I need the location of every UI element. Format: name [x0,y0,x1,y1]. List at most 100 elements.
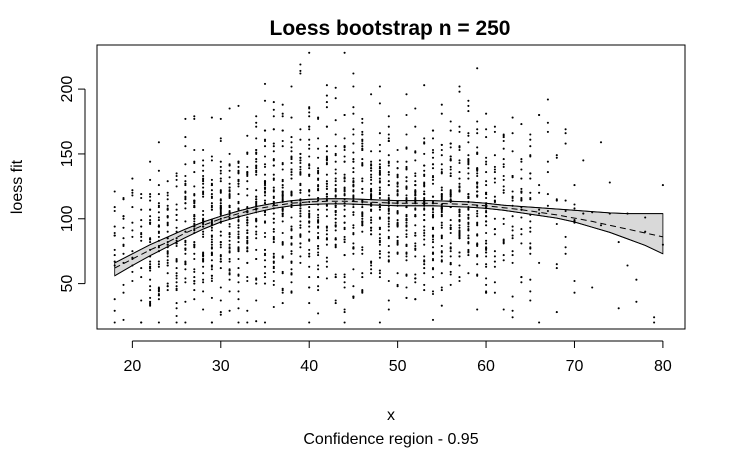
scatter-point [272,238,275,241]
scatter-point [122,198,125,201]
scatter-point [485,180,488,183]
scatter-point [272,228,275,231]
scatter-point [414,200,417,203]
scatter-point [175,237,178,240]
scatter-point [352,189,355,192]
scatter-point [317,167,320,170]
scatter-point [485,224,488,227]
scatter-point [281,243,284,246]
scatter-point [219,191,222,194]
scatter-point [538,208,541,211]
scatter-point [246,194,249,197]
scatter-point [299,261,302,264]
scatter-point [237,235,240,238]
scatter-point [414,193,417,196]
scatter-point [219,267,222,270]
scatter-point [263,235,267,238]
scatter-point [529,177,532,180]
scatter-point [476,172,479,175]
scatter-point [352,194,355,197]
scatter-point [352,181,355,184]
scatter-point [511,199,514,202]
scatter-point [396,148,399,152]
scatter-point [493,171,496,174]
scatter-point [193,268,196,271]
scatter-point [184,180,187,183]
scatter-point [202,222,205,226]
scatter-point [193,115,196,118]
scatter-point [317,276,320,279]
scatter-point [122,237,125,240]
scatter-point [299,189,302,192]
scatter-point [449,193,452,196]
scatter-point [140,225,143,228]
scatter-point [343,273,346,276]
scatter-point [467,272,470,275]
scatter-point [281,302,284,305]
scatter-point [246,221,249,224]
scatter-point [210,229,213,232]
scatter-point [449,129,452,132]
scatter-point [193,171,196,174]
scatter-point [352,72,355,75]
scatter-point [281,196,284,200]
scatter-point [343,281,346,284]
scatter-point [308,213,311,216]
scatter-point [131,270,134,273]
scatter-point [529,133,532,136]
scatter-point [308,209,311,213]
scatter-point [166,191,169,194]
scatter-point [485,163,488,166]
scatter-point [157,202,160,205]
scatter-point [228,272,231,275]
scatter-point [396,190,399,193]
scatter-point [343,148,346,152]
scatter-point [449,246,452,249]
scatter-point [502,241,505,244]
scatter-point [237,257,240,261]
scatter-point [511,195,514,198]
scatter-point [361,211,364,214]
scatter-point [378,180,381,183]
scatter-point [378,206,381,209]
scatter-point [343,137,346,140]
scatter-point [414,174,417,178]
scatter-point [396,239,399,242]
scatter-point [202,230,205,233]
scatter-point [370,194,373,197]
scatter-point [378,132,381,135]
scatter-point [343,204,346,207]
scatter-point [458,229,461,232]
scatter-point [272,217,275,220]
scatter-point [334,145,337,148]
scatter-point [458,237,461,240]
scatter-point [493,233,496,236]
scatter-point [467,241,470,244]
scatter-point [334,237,337,240]
scatter-point [405,229,408,232]
scatter-point [458,85,461,88]
scatter-point [122,215,125,218]
scatter-point [237,281,240,284]
scatter-point [431,246,435,249]
scatter-point [255,137,258,140]
scatter-point [343,311,346,314]
scatter-point [405,233,408,236]
scatter-point [193,276,196,279]
scatter-point [405,224,408,227]
scatter-point [476,132,479,135]
scatter-point [308,286,311,289]
scatter-point [396,173,399,176]
scatter-point [511,174,514,178]
scatter-point [414,180,417,183]
scatter-point [193,217,196,220]
scatter-point [352,211,355,214]
scatter-point [520,123,523,126]
scatter-point [237,307,240,310]
scatter-point [325,243,328,246]
scatter-point [184,263,187,266]
scatter-point [334,172,337,175]
scatter-point [467,234,470,237]
scatter-point [449,263,452,266]
scatter-point [228,239,231,242]
